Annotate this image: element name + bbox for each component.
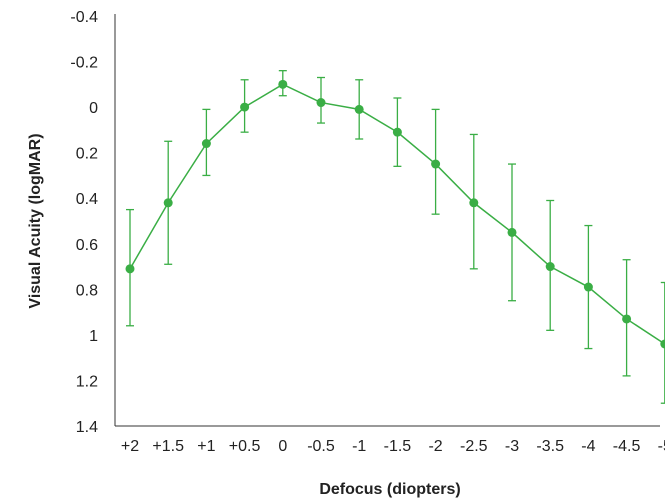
x-tick-label: -3 (505, 438, 519, 455)
axes (114, 14, 660, 427)
y-tick-labels: -0.4 -0.2 0 0.2 0.4 0.6 0.8 1 1.2 1.4 (70, 9, 98, 436)
y-tick-label: 0 (89, 100, 98, 117)
data-point (240, 102, 250, 112)
data-point (583, 282, 593, 292)
y-tick-label: -0.4 (70, 9, 98, 26)
data-point (125, 264, 135, 274)
x-axis-title: Defocus (diopters) (319, 481, 460, 498)
data-point (201, 139, 211, 149)
x-tick-label: +2 (121, 438, 139, 455)
y-tick-label: 0.2 (76, 146, 98, 163)
data-point (545, 262, 555, 272)
y-tick-label: 0.6 (76, 237, 98, 254)
x-tick-label: -5 (658, 438, 665, 455)
data-point (354, 104, 364, 114)
x-tick-label: -1 (352, 438, 366, 455)
data-point (507, 227, 517, 237)
x-tick-label: +0.5 (229, 438, 261, 455)
data-point (278, 79, 288, 89)
x-tick-label: -2.5 (460, 438, 488, 455)
x-tick-label: +1.5 (152, 438, 184, 455)
x-tick-label: -4.5 (613, 438, 641, 455)
error-bars (126, 70, 665, 404)
x-tick-label: -3.5 (536, 438, 564, 455)
y-tick-label: 1.2 (76, 373, 98, 390)
data-point (622, 314, 632, 324)
x-tick-label: -1.5 (384, 438, 412, 455)
y-tick-label: 1.4 (76, 419, 98, 436)
y-tick-label: 0.4 (76, 191, 98, 208)
x-tick-label: -2 (428, 438, 442, 455)
y-tick-label: 0.8 (76, 282, 98, 299)
data-point (392, 127, 402, 137)
data-point (163, 198, 173, 208)
x-tick-label: 0 (278, 438, 287, 455)
data-point (431, 159, 441, 169)
data-point (660, 339, 665, 349)
x-tick-label: -4 (581, 438, 595, 455)
y-axis-title: Visual Acuity (logMAR) (27, 133, 44, 308)
y-tick-label: -0.2 (70, 55, 98, 72)
x-tick-labels: +2 +1.5 +1 +0.5 0 -0.5 -1 -1.5 -2 -2.5 -3 -3.5 -4 -4.… (121, 438, 665, 455)
data-point (316, 98, 326, 108)
data-point (469, 198, 479, 208)
data-points (125, 79, 665, 349)
x-tick-label: +1 (197, 438, 215, 455)
y-tick-label: 1 (89, 328, 98, 345)
x-tick-label: -0.5 (307, 438, 335, 455)
